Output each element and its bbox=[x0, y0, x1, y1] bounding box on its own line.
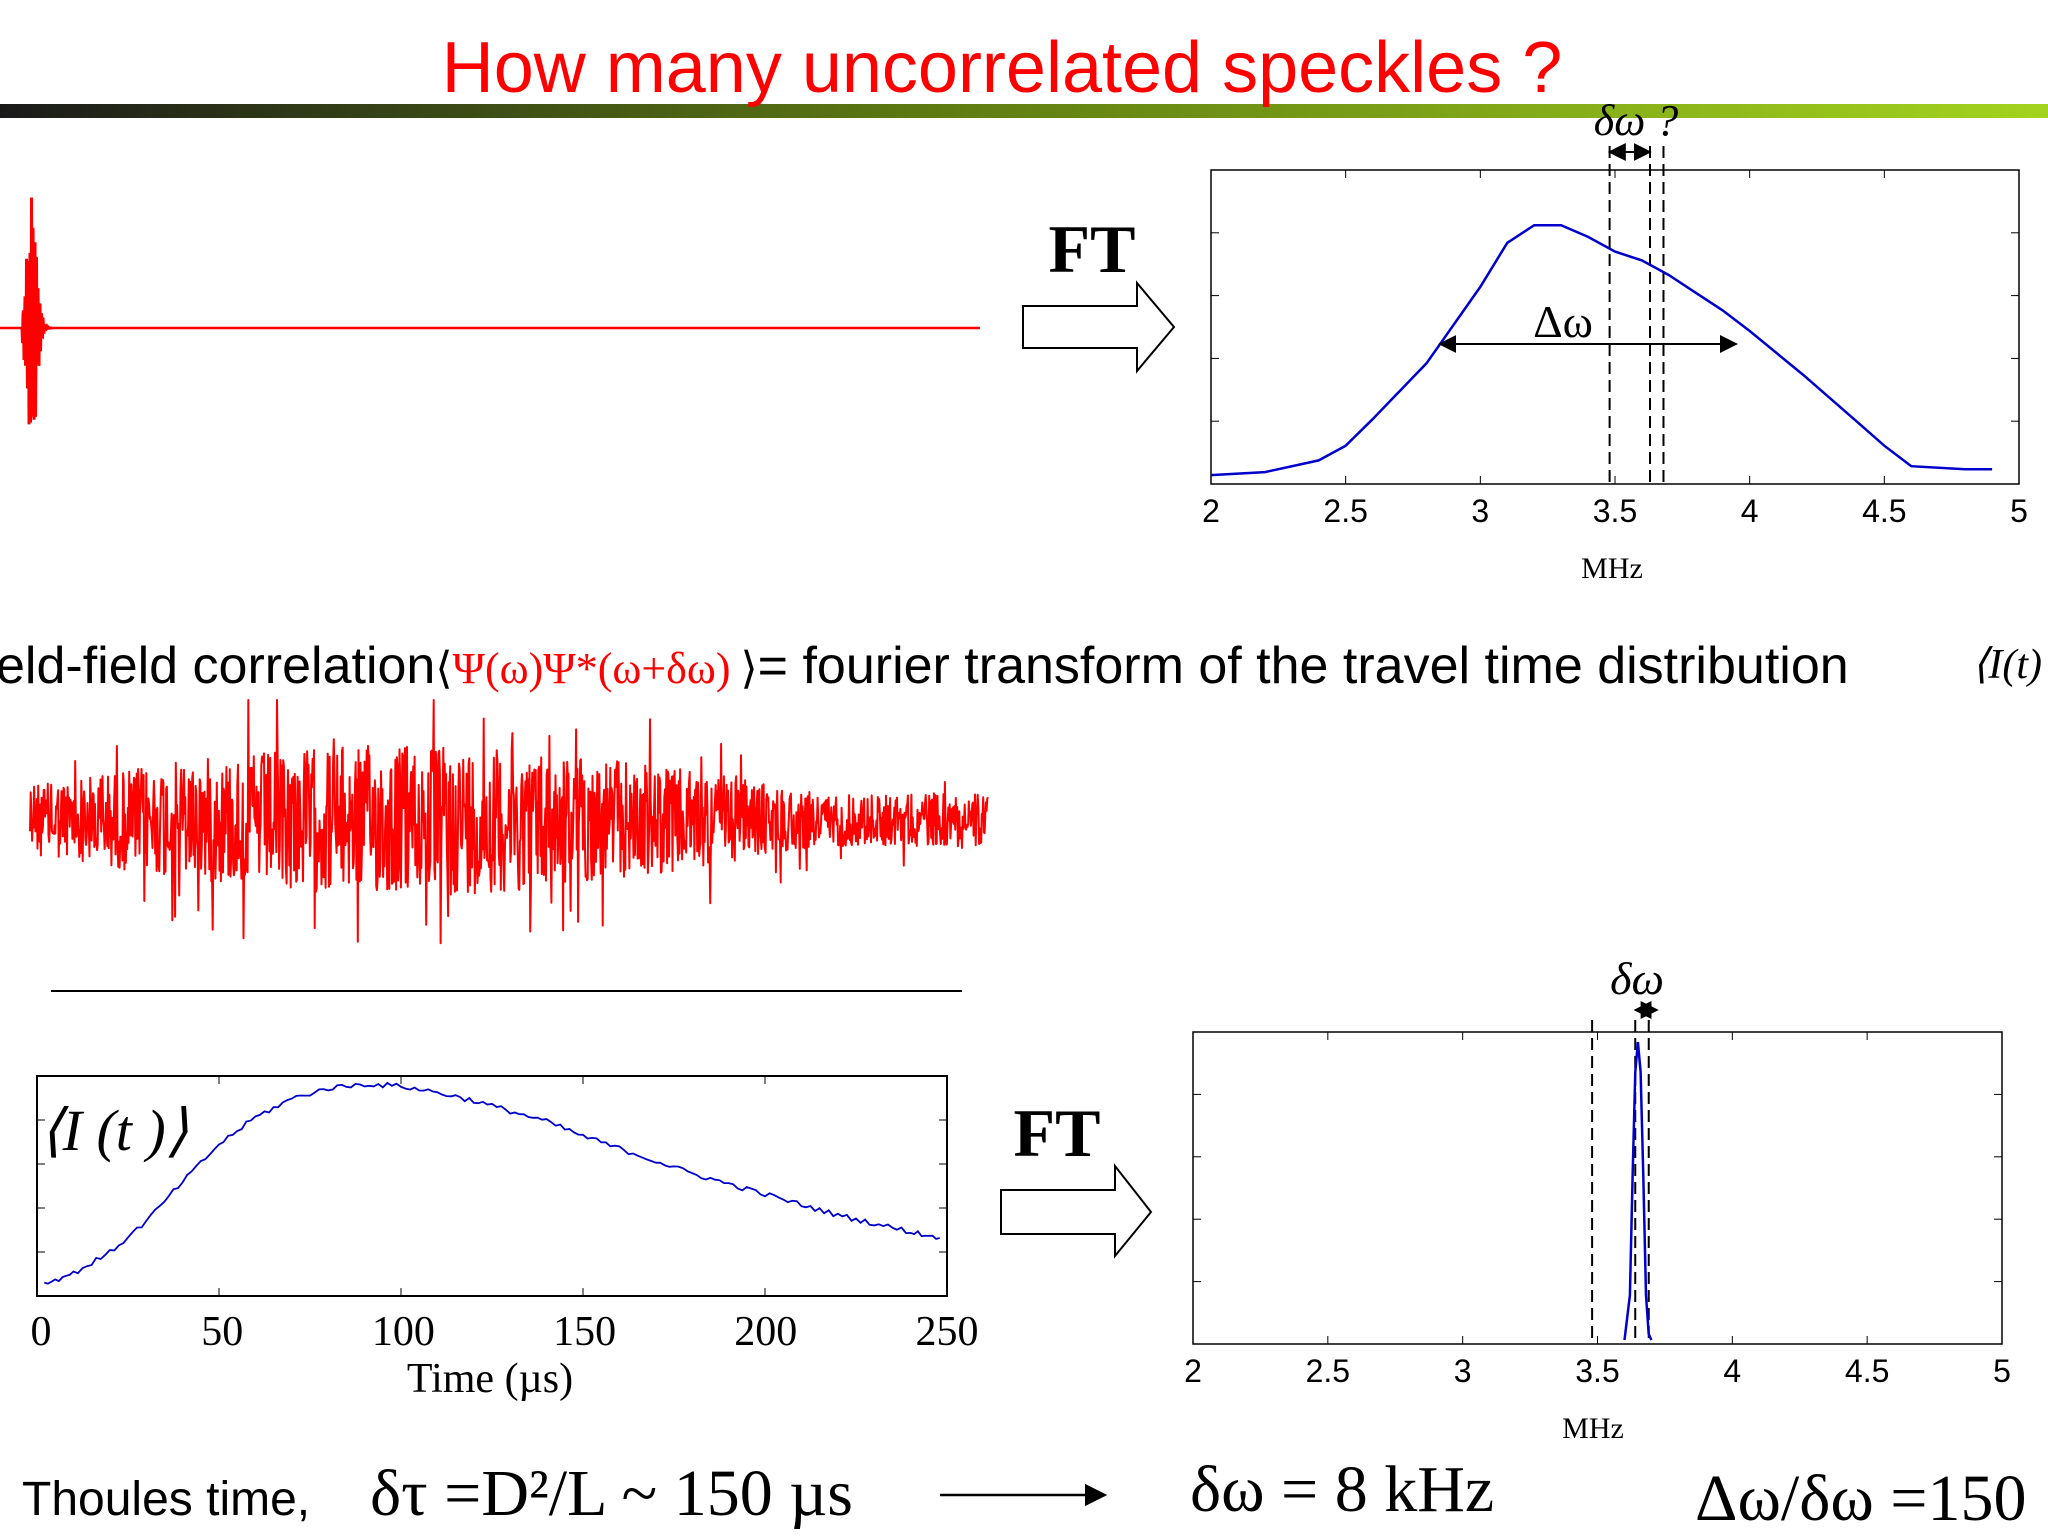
x-tick-label: 100 bbox=[372, 1309, 435, 1355]
correlation-bra: ⟨ bbox=[435, 644, 452, 693]
ft-label-top: FT bbox=[1049, 211, 1136, 287]
ft-arrow-bottom: FT bbox=[1000, 1095, 1153, 1259]
x-tick-label: 0 bbox=[31, 1309, 52, 1355]
spectrum-curve-top bbox=[1210, 223, 1993, 477]
x-tick-label: 4.5 bbox=[1862, 493, 1906, 529]
ft-arrow-shape-bottom bbox=[1000, 1163, 1153, 1259]
x-axis-label-bottom: MHz bbox=[1562, 1412, 1624, 1445]
speckle-noise-trace bbox=[29, 699, 989, 945]
intensity-plot: 0 50 100 150 200 250 ⟨I (t )⟩ Time (µs) bbox=[31, 1075, 979, 1402]
delta-omega-label: Δω bbox=[1533, 296, 1593, 347]
x-tick-label: 2.5 bbox=[1323, 493, 1367, 529]
intensity-label: ⟨I (t )⟩ bbox=[40, 1098, 188, 1163]
spectrum-plot-top: 2 2.5 3 3.5 4 4.5 5 MHz Δω δω ? bbox=[1202, 96, 2028, 585]
delta-omega-value: δω = 8 kHz bbox=[1190, 1453, 1494, 1526]
dashed-markers-top bbox=[1608, 146, 1665, 484]
intensity-ticks bbox=[37, 1076, 947, 1296]
ft-arrow-shape-top bbox=[1022, 280, 1176, 374]
x-tick-label: 4.5 bbox=[1845, 1353, 1889, 1389]
delta-omega-label-bottom: δω bbox=[1610, 953, 1664, 1004]
correlation-prefix: eld-field correlation bbox=[0, 637, 435, 695]
x-tick-label: 200 bbox=[734, 1309, 797, 1355]
small-delta-omega-label: δω ? bbox=[1594, 96, 1679, 145]
intensity-frame bbox=[36, 1075, 948, 1297]
intensity-x-axis-label: Time (µs) bbox=[407, 1356, 573, 1402]
x-tick-label: 4 bbox=[1723, 1353, 1741, 1389]
correlation-text: eld-field correlation⟨Ψ(ω)Ψ*(ω+δω) ⟩= fou… bbox=[0, 637, 1849, 695]
x-axis-label-top: MHz bbox=[1581, 552, 1643, 585]
slide-title: How many uncorrelated speckles ? bbox=[442, 28, 1563, 108]
x-tick-label: 3 bbox=[1471, 493, 1489, 529]
spectrum-frame-bottom bbox=[1192, 1031, 2003, 1345]
spectrum-curve-bottom bbox=[1623, 1041, 1653, 1341]
x-tick-label: 3.5 bbox=[1575, 1353, 1619, 1389]
intensity-x-tick-labels: 0 50 100 150 200 250 bbox=[31, 1309, 979, 1355]
intensity-expression: ⟨I(t) bbox=[1972, 642, 2042, 688]
spectrum-ticks-top bbox=[1211, 170, 2019, 484]
spectrum-plot-bottom: 2 2.5 3 3.5 4 4.5 5 MHz δω bbox=[1184, 953, 2011, 1445]
x-tick-label: 3 bbox=[1454, 1353, 1472, 1389]
x-tick-label: 2 bbox=[1184, 1353, 1202, 1389]
speckle-signal-plot bbox=[29, 699, 989, 992]
x-tick-label: 250 bbox=[916, 1309, 979, 1355]
title-divider-bar bbox=[0, 104, 2048, 118]
delta-omega-ratio: Δω/δω =150 bbox=[1695, 1462, 2026, 1535]
x-tick-label: 5 bbox=[1993, 1353, 2011, 1389]
pulse-burst bbox=[20, 197, 52, 425]
x-tick-label: 5 bbox=[2010, 493, 2028, 529]
correlation-ket: ⟩ bbox=[740, 644, 757, 693]
x-tick-label: 2.5 bbox=[1306, 1353, 1350, 1389]
x-tick-labels-bottom: 2 2.5 3 3.5 4 4.5 5 bbox=[1184, 1353, 2011, 1389]
thoules-prefix: Thoules time, bbox=[22, 1473, 310, 1526]
footer: Thoules time, δτ =D²/L ~ 150 µs δω = 8 k… bbox=[22, 1453, 2026, 1535]
intensity-curve bbox=[44, 1081, 940, 1285]
pulse-signal-plot bbox=[0, 197, 980, 425]
x-tick-label: 4 bbox=[1741, 493, 1759, 529]
x-tick-label: 150 bbox=[553, 1309, 616, 1355]
thoules-expression: δτ =D²/L ~ 150 µs bbox=[370, 1457, 853, 1530]
ft-label-bottom: FT bbox=[1014, 1095, 1101, 1171]
x-tick-label: 3.5 bbox=[1593, 493, 1637, 529]
correlation-psi-expression: Ψ(ω)Ψ*(ω+δω) bbox=[453, 644, 731, 693]
x-tick-labels-top: 2 2.5 3 3.5 4 4.5 5 bbox=[1202, 493, 2028, 529]
correlation-line: eld-field correlation⟨Ψ(ω)Ψ*(ω+δω) ⟩= fou… bbox=[0, 637, 2042, 695]
spectrum-frame-top bbox=[1210, 169, 2020, 485]
x-tick-label: 2 bbox=[1202, 493, 1220, 529]
x-tick-label: 50 bbox=[201, 1309, 243, 1355]
spectrum-ticks-bottom bbox=[1193, 1032, 2002, 1344]
ft-arrow-top: FT bbox=[1022, 211, 1176, 374]
correlation-suffix: = fourier transform of the travel time d… bbox=[758, 637, 1849, 695]
